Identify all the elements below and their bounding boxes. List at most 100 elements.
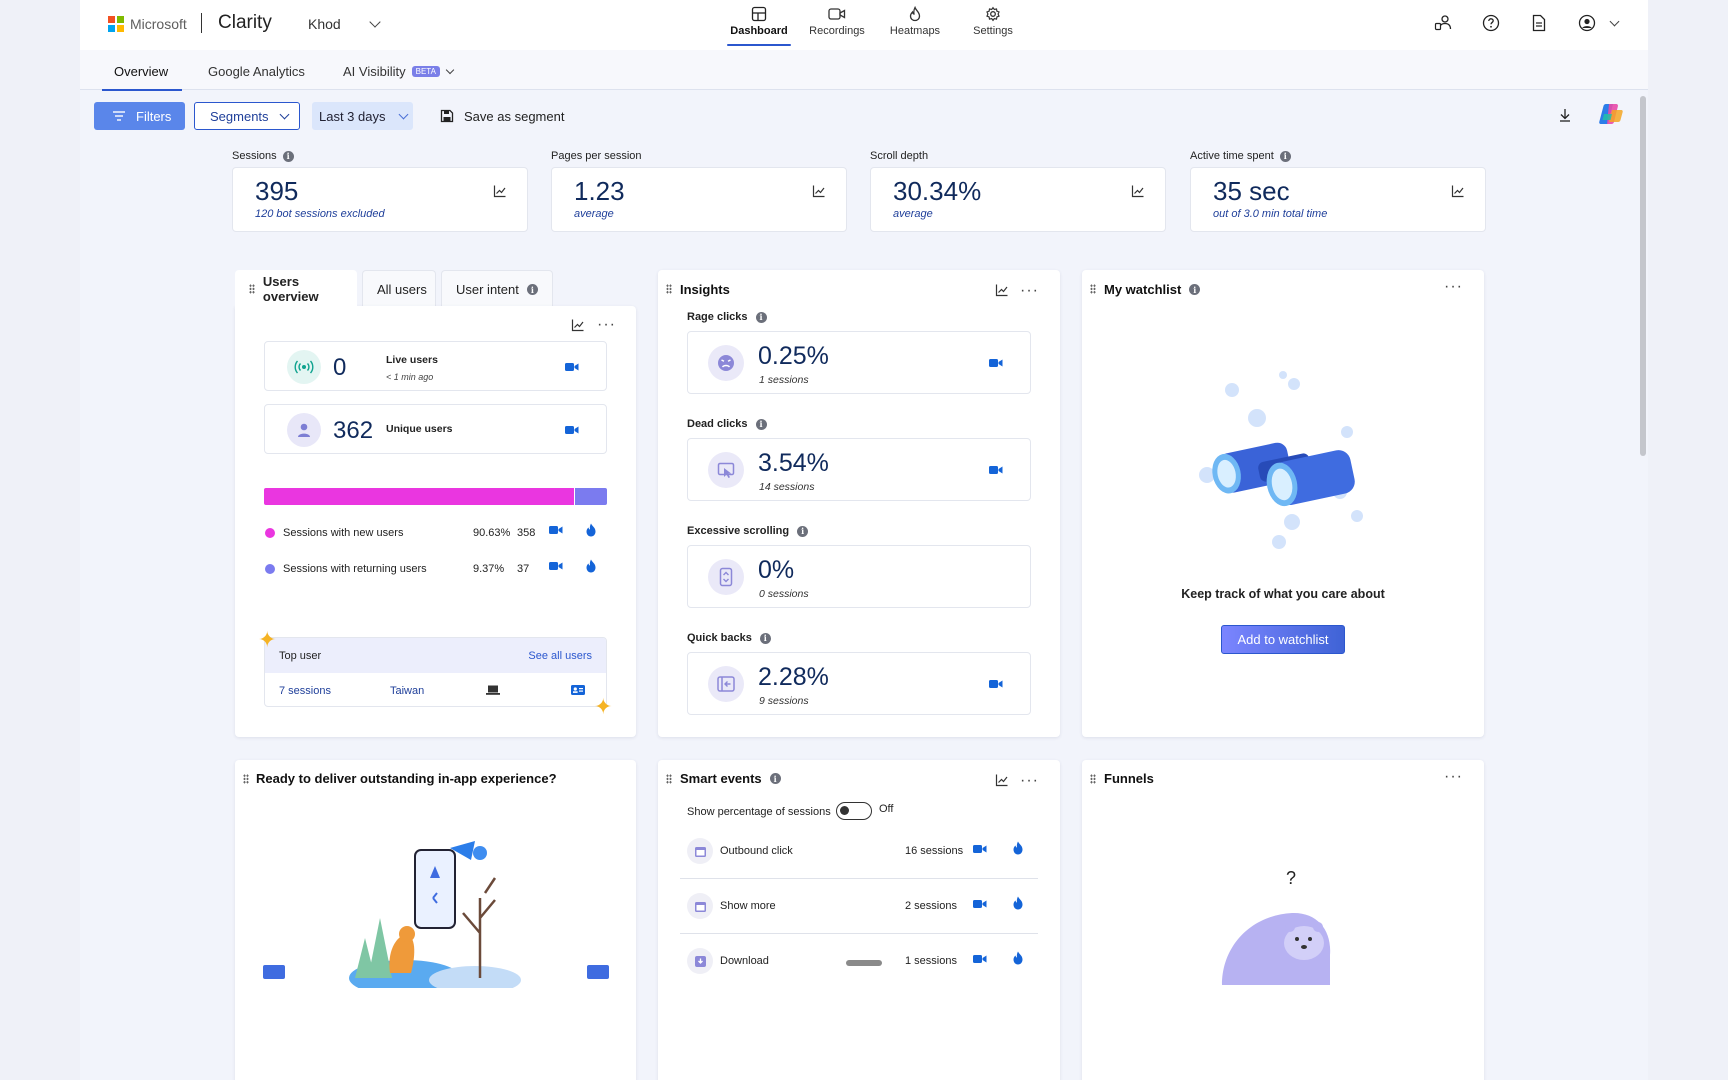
kpi-scroll-card[interactable]: 30.34% average (870, 167, 1166, 232)
trend-chart-icon[interactable] (812, 184, 826, 198)
trend-chart-icon[interactable] (571, 318, 585, 332)
excessive-scrolling-card[interactable]: 0% 0 sessions (687, 545, 1031, 608)
recording-camera-icon[interactable] (989, 679, 1003, 689)
nav-heatmaps[interactable]: Heatmaps (876, 4, 954, 46)
date-range-dropdown[interactable]: Last 3 days (312, 102, 413, 130)
quick-backs-card[interactable]: 2.28% 9 sessions (687, 652, 1031, 715)
copilot-icon[interactable] (1598, 102, 1624, 129)
more-options-icon[interactable]: ··· (1020, 772, 1039, 789)
kpi-sessions-title: Sessions (232, 150, 277, 162)
user-id-card-icon[interactable] (571, 685, 585, 695)
recording-camera-icon[interactable] (565, 425, 579, 435)
unique-users-label: Unique users (386, 423, 453, 435)
returning-users-bar-segment[interactable] (575, 488, 607, 505)
more-options-icon[interactable]: ··· (1020, 282, 1039, 299)
kpi-active-time-card[interactable]: 35 sec out of 3.0 min total time (1190, 167, 1486, 232)
trend-chart-icon[interactable] (1451, 184, 1465, 198)
info-icon[interactable]: i (1189, 284, 1201, 295)
dead-clicks-card[interactable]: 3.54% 14 sessions (687, 438, 1031, 501)
percentage-toggle[interactable] (836, 802, 872, 820)
help-icon[interactable] (1482, 14, 1500, 32)
tab-overview[interactable]: Overview (101, 64, 183, 91)
nav-settings[interactable]: Settings (954, 4, 1032, 46)
new-users-bar-segment[interactable] (264, 488, 574, 505)
drag-handle-icon[interactable] (666, 284, 672, 294)
event-row[interactable]: Show more 2 sessions (680, 879, 1038, 934)
event-row[interactable]: Outbound click 16 sessions (680, 824, 1038, 879)
nav-recordings[interactable]: Recordings (798, 4, 876, 46)
add-to-watchlist-button[interactable]: Add to watchlist (1221, 625, 1345, 654)
sessions-split-bar[interactable] (264, 488, 607, 505)
info-icon[interactable]: i (797, 525, 809, 537)
carousel-next-button[interactable] (587, 965, 609, 979)
recording-camera-icon[interactable] (989, 358, 1003, 368)
kpi-pages-card[interactable]: 1.23 average (551, 167, 847, 232)
heatmap-flame-icon[interactable] (1012, 951, 1024, 965)
smart-events-panel: Smart events i ··· (658, 760, 1060, 1080)
tab-google-analytics[interactable]: Google Analytics (208, 64, 305, 79)
info-icon[interactable]: i (1279, 150, 1291, 162)
main-nav: Dashboard Recordings Heatmaps Settings (720, 4, 1032, 46)
trend-chart-icon[interactable] (1131, 184, 1145, 198)
info-icon[interactable]: i (282, 150, 294, 162)
kpi-active-time-label: Active time spent i (1190, 150, 1291, 162)
trend-chart-icon[interactable] (995, 773, 1009, 787)
nav-dashboard[interactable]: Dashboard (720, 4, 798, 46)
tab-all-users[interactable]: All users (362, 270, 436, 308)
account-icon (1578, 14, 1596, 32)
see-all-users-link[interactable]: See all users (528, 649, 592, 662)
microsoft-logo[interactable]: Microsoft (108, 16, 187, 32)
account-menu[interactable] (1578, 14, 1620, 32)
event-row[interactable]: Download 1 sessions (680, 934, 1038, 989)
more-options-icon[interactable]: ··· (1444, 768, 1463, 785)
unique-users-card[interactable]: 362 Unique users (264, 404, 607, 454)
recording-camera-icon[interactable] (549, 525, 563, 535)
sparkle-icon: ✦ (258, 627, 277, 652)
info-icon[interactable]: i (755, 418, 767, 430)
more-options-icon[interactable]: ··· (1444, 278, 1463, 295)
top-user-row[interactable]: 7 sessions Taiwan (265, 673, 606, 706)
drag-handle-icon[interactable] (1090, 284, 1096, 294)
heatmap-flame-icon[interactable] (1012, 841, 1024, 855)
filters-button[interactable]: Filters (94, 102, 185, 130)
rage-clicks-card[interactable]: 0.25% 1 sessions (687, 331, 1031, 394)
info-icon[interactable]: i (759, 632, 771, 644)
info-icon[interactable]: i (769, 773, 781, 784)
trend-chart-icon[interactable] (995, 283, 1009, 297)
save-as-segment-button[interactable]: Save as segment (440, 102, 564, 130)
recording-camera-icon[interactable] (973, 844, 987, 854)
recording-camera-icon[interactable] (549, 561, 563, 571)
heatmap-flame-icon[interactable] (585, 559, 597, 573)
segments-dropdown[interactable]: Segments (194, 102, 300, 130)
brand-name[interactable]: Clarity (218, 12, 272, 33)
recording-camera-icon[interactable] (973, 954, 987, 964)
recording-camera-icon[interactable] (565, 362, 579, 372)
tab-users-overview[interactable]: Users overview (235, 270, 357, 308)
tab-ai-visibility[interactable]: AI Visibility BETA (343, 64, 455, 79)
live-users-card[interactable]: 0 Live users < 1 min ago (264, 341, 607, 391)
event-name: Download (720, 955, 769, 967)
quick-backs-value: 2.28% (758, 663, 829, 691)
info-icon[interactable]: i (526, 284, 538, 295)
drag-handle-icon[interactable] (249, 284, 255, 294)
download-icon[interactable] (1558, 107, 1572, 126)
trend-chart-icon[interactable] (493, 184, 507, 198)
project-selector[interactable]: Khod (308, 16, 381, 32)
heatmap-flame-icon[interactable] (585, 523, 597, 537)
kpi-sessions-card[interactable]: 395 120 bot sessions excluded (232, 167, 528, 232)
recording-camera-icon[interactable] (989, 465, 1003, 475)
drag-handle-icon[interactable] (666, 774, 672, 784)
tab-user-intent[interactable]: User intent i (441, 270, 553, 308)
gear-icon (986, 6, 1000, 22)
share-people-icon[interactable] (1434, 14, 1452, 32)
live-users-value: 0 (333, 354, 347, 381)
info-icon[interactable]: i (755, 311, 767, 323)
recording-camera-icon[interactable] (973, 899, 987, 909)
drag-handle-icon[interactable] (243, 774, 249, 784)
page-scrollbar[interactable] (1640, 96, 1646, 456)
heatmap-flame-icon[interactable] (1012, 896, 1024, 910)
document-icon[interactable] (1530, 14, 1548, 32)
more-options-icon[interactable]: ··· (597, 316, 616, 333)
carousel-prev-button[interactable] (263, 965, 285, 979)
drag-handle-icon[interactable] (1090, 774, 1096, 784)
